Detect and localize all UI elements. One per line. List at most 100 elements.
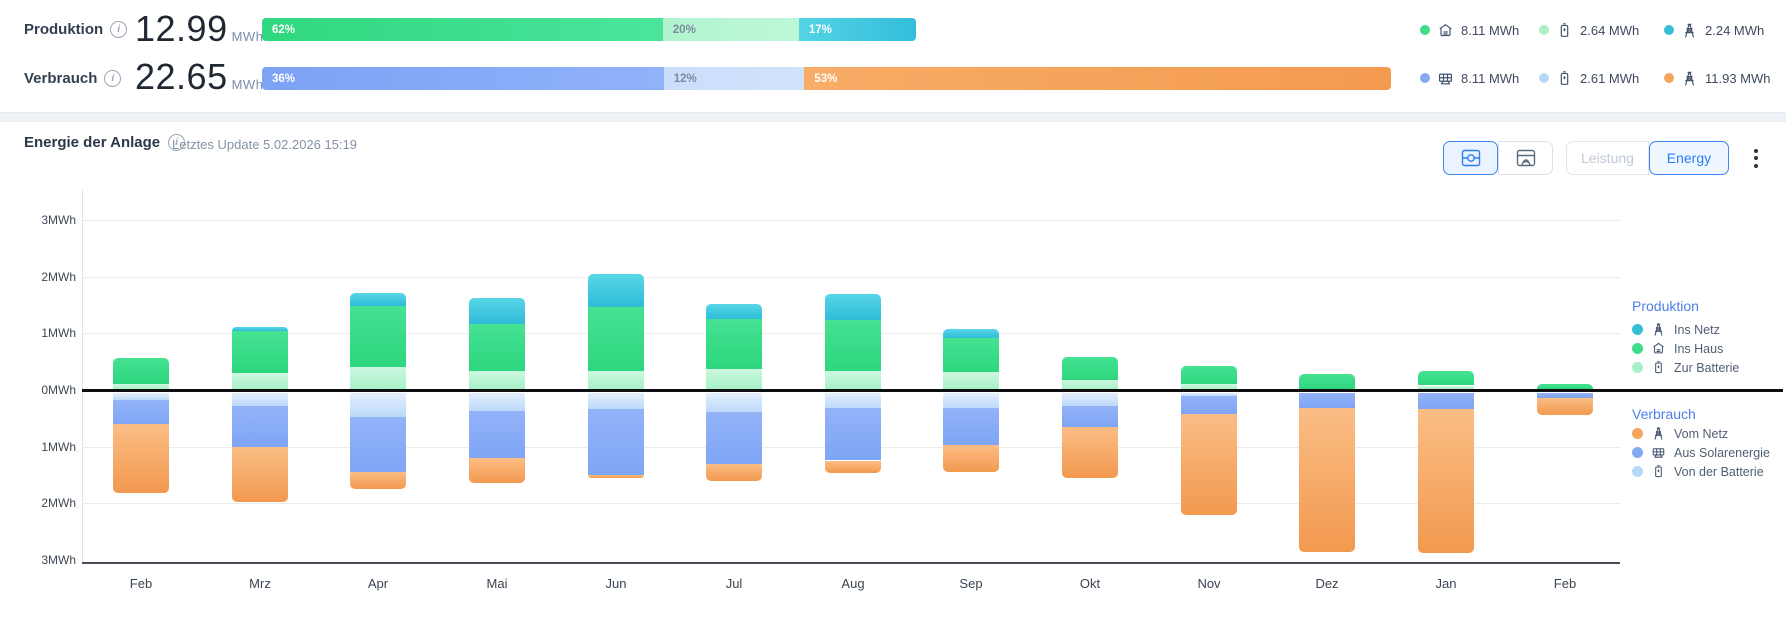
legend-item[interactable]: Von der Batterie (1632, 463, 1764, 480)
bar-segment-aus_solarenergie[interactable] (825, 408, 881, 461)
ratio-segment[interactable]: 12% (663, 67, 805, 90)
bar-segment-vom_netz[interactable] (1537, 397, 1593, 415)
bar-segment-aus_solarenergie[interactable] (113, 399, 169, 424)
bar-segment-von_der_batterie[interactable] (1062, 393, 1118, 406)
bar-segment-zur_batterie[interactable] (113, 383, 169, 390)
ratio-segment[interactable]: 62% (262, 18, 663, 41)
ratio-segment[interactable]: 17% (798, 18, 916, 41)
legend-item[interactable]: Ins Haus (1632, 340, 1723, 357)
legend-item[interactable]: Zur Batterie (1632, 359, 1739, 376)
bar-segment-aus_solarenergie[interactable] (1062, 405, 1118, 427)
leistung-button[interactable]: Leistung (1566, 141, 1649, 175)
bar-segment-ins_haus[interactable] (469, 323, 525, 371)
bar-segment-vom_netz[interactable] (469, 458, 525, 483)
bar-segment-ins_netz[interactable] (943, 329, 999, 338)
bar-segment-aus_solarenergie[interactable] (706, 411, 762, 465)
bar-segment-von_der_batterie[interactable] (469, 393, 525, 411)
bar-segment-zur_batterie[interactable] (232, 373, 288, 390)
bar-segment-ins_haus[interactable] (1537, 384, 1593, 389)
bar-segment-vom_netz[interactable] (1062, 427, 1118, 478)
bar-segment-aus_solarenergie[interactable] (1418, 393, 1474, 410)
bar-segment-vom_netz[interactable] (113, 423, 169, 493)
bar-segment-von_der_batterie[interactable] (706, 393, 762, 412)
x-axis-label: Sep (959, 576, 983, 591)
bar-segment-vom_netz[interactable] (588, 474, 644, 478)
bar-segment-zur_batterie[interactable] (469, 370, 525, 390)
bar-segment-vom_netz[interactable] (232, 447, 288, 503)
ratio-segment[interactable]: 20% (662, 18, 799, 41)
bar-segment-ins_netz[interactable] (232, 327, 288, 332)
x-axis-label: Dez (1315, 576, 1339, 591)
bar-segment-ins_haus[interactable] (588, 306, 644, 372)
bar-segment-aus_solarenergie[interactable] (232, 405, 288, 448)
bar-segment-ins_haus[interactable] (1418, 371, 1474, 386)
bar-segment-vom_netz[interactable] (350, 471, 406, 490)
stat-value: 8.11 MWh (1461, 70, 1520, 86)
bar-segment-vom_netz[interactable] (1299, 407, 1355, 552)
bar-segment-ins_haus[interactable] (825, 319, 881, 371)
legend-item[interactable]: Ins Netz (1632, 321, 1720, 338)
house-view-button[interactable] (1498, 141, 1553, 175)
bar-segment-vom_netz[interactable] (1181, 414, 1237, 515)
bar-segment-von_der_batterie[interactable] (825, 393, 881, 409)
bar-segment-ins_haus[interactable] (943, 337, 999, 373)
bar-segment-zur_batterie[interactable] (588, 371, 644, 390)
bar-segment-ins_netz[interactable] (825, 293, 881, 320)
bar-segment-ins_haus[interactable] (1062, 356, 1118, 380)
bar-segment-zur_batterie[interactable] (943, 372, 999, 390)
bar-segment-zur_batterie[interactable] (1181, 384, 1237, 390)
bar-segment-ins_haus[interactable] (113, 357, 169, 384)
bar-segment-ins_netz[interactable] (469, 298, 525, 324)
bar-segment-von_der_batterie[interactable] (943, 393, 999, 408)
bar-segment-zur_batterie[interactable] (1062, 379, 1118, 390)
bar-segment-aus_solarenergie[interactable] (469, 410, 525, 459)
bar-segment-zur_batterie[interactable] (706, 369, 762, 390)
bar-segment-aus_solarenergie[interactable] (1537, 393, 1593, 398)
bar-segment-aus_solarenergie[interactable] (1299, 393, 1355, 408)
legend-dot (1664, 73, 1674, 83)
bar-segment-von_der_batterie[interactable] (113, 393, 169, 400)
bar-segment-aus_solarenergie[interactable] (1181, 395, 1237, 414)
bar-segment-vom_netz[interactable] (943, 444, 999, 473)
bar-segment-aus_solarenergie[interactable] (588, 408, 644, 475)
bar-segment-zur_batterie[interactable] (1418, 385, 1474, 390)
consumption-label: Verbrauch (24, 70, 98, 87)
bar-segment-ins_haus[interactable] (350, 306, 406, 367)
bar-segment-vom_netz[interactable] (706, 464, 762, 481)
bar-segment-ins_haus[interactable] (232, 331, 288, 373)
bar-segment-ins_netz[interactable] (350, 293, 406, 306)
bar-segment-zur_batterie[interactable] (350, 366, 406, 390)
bar-segment-zur_batterie[interactable] (825, 370, 881, 390)
bar-segment-von_der_batterie[interactable] (588, 393, 644, 409)
kebab-menu-icon[interactable] (1744, 143, 1768, 173)
energy-button[interactable]: Energy (1648, 141, 1729, 175)
bar-segment-vom_netz[interactable] (825, 460, 881, 473)
legend-item[interactable]: Vom Netz (1632, 425, 1728, 442)
bar-segment-vom_netz[interactable] (1418, 409, 1474, 553)
legend-label: Zur Batterie (1674, 360, 1740, 375)
x-axis-label: Feb (1553, 576, 1577, 591)
ratio-segment[interactable]: 36% (262, 67, 664, 90)
bar-segment-ins_haus[interactable] (706, 319, 762, 369)
bar-segment-ins_haus[interactable] (1181, 365, 1237, 385)
consumption-ratio-bar[interactable]: 36% 12% 53% (262, 67, 1391, 90)
info-icon[interactable]: i (168, 134, 186, 151)
ratio-segment[interactable]: 53% (804, 67, 1391, 90)
info-icon[interactable]: i (110, 21, 128, 38)
meter-view-button[interactable] (1443, 141, 1498, 175)
y-axis-label: 2MWh (41, 270, 76, 284)
bar-segment-von_der_batterie[interactable] (350, 393, 406, 418)
bar-segment-ins_netz[interactable] (588, 273, 644, 307)
production-ratio-bar[interactable]: 62% 20% 17% (262, 18, 916, 41)
legend-item[interactable]: Aus Solarenergie (1632, 444, 1770, 461)
info-icon[interactable]: i (104, 70, 122, 87)
y-axis-label: 2MWh (41, 496, 76, 510)
bar-segment-ins_haus[interactable] (1299, 374, 1355, 390)
bar-segment-aus_solarenergie[interactable] (350, 417, 406, 472)
bar-segment-ins_netz[interactable] (706, 304, 762, 320)
bar-segment-von_der_batterie[interactable] (232, 393, 288, 406)
bar-segment-von_der_batterie[interactable] (1181, 393, 1237, 396)
legend-dot (1664, 25, 1674, 35)
bar-segment-aus_solarenergie[interactable] (943, 407, 999, 445)
house-view-icon (1516, 149, 1535, 167)
